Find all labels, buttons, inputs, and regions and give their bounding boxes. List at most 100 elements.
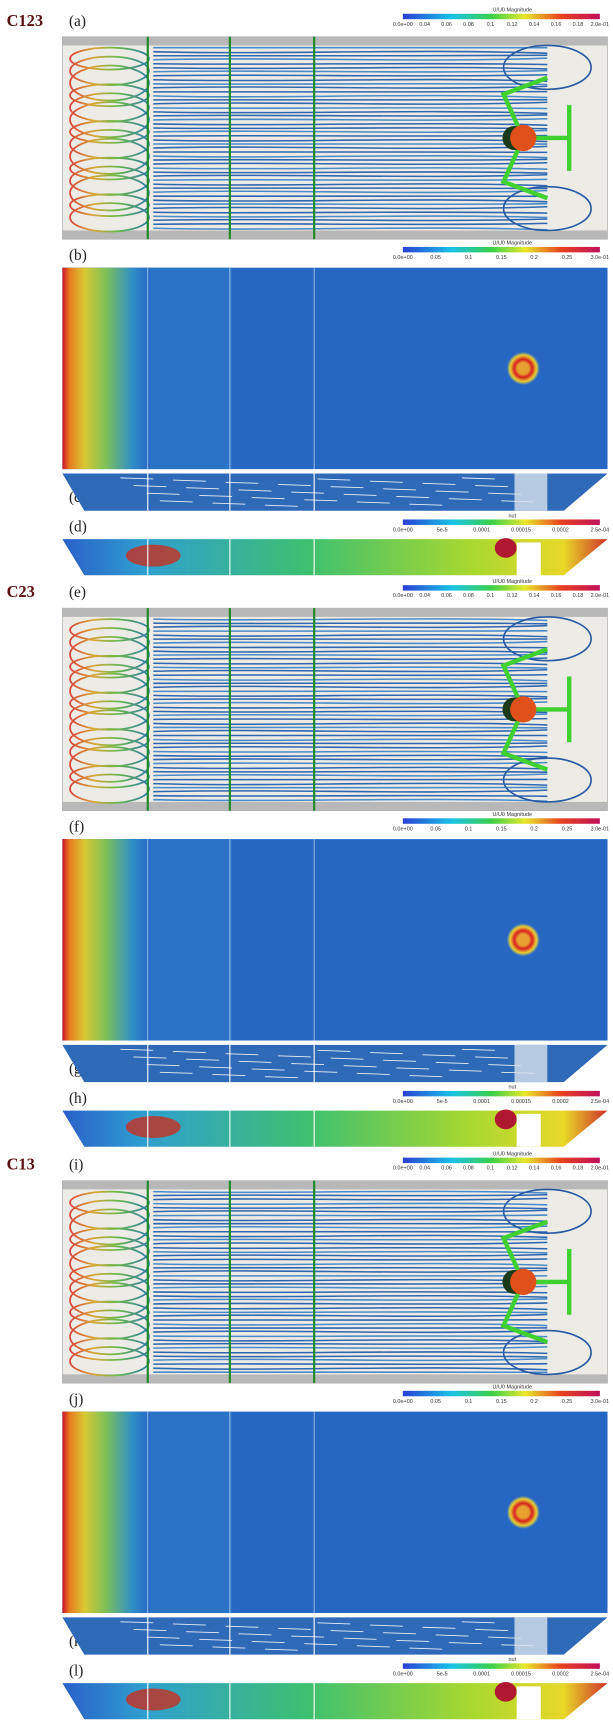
colorbar-tick-label: 0.0001: [473, 528, 490, 534]
colorbar-tick-label: 0.00015: [511, 1671, 531, 1677]
streamline: [153, 1292, 547, 1293]
colorbar-tick-label: 0.1: [465, 1399, 473, 1405]
streamline: [153, 223, 547, 224]
nut-peak: [126, 1689, 181, 1711]
colorbar-tick-label: 0.18: [573, 1166, 584, 1172]
streamline: [153, 763, 547, 764]
streamline: [153, 1336, 547, 1337]
streamline: [153, 135, 547, 136]
inlet-zone: [62, 1412, 150, 1613]
colorbar-tick-label: 0.0e+00: [393, 1399, 413, 1405]
aerator-ring: [507, 1496, 540, 1529]
colorbar-tick-label: 0.08: [463, 1166, 474, 1172]
inlet-zone: [62, 268, 150, 469]
colorbar-tick-label: 0.0002: [552, 1671, 569, 1677]
streamline: [153, 75, 547, 76]
streamline: [153, 675, 547, 676]
aerator-ring: [507, 923, 540, 956]
streamline: [153, 64, 547, 65]
colorbar-tick-label: 3.0e-01: [591, 255, 610, 261]
nut-peak: [495, 1109, 517, 1129]
streamline: [153, 159, 547, 160]
streamline: [153, 1356, 547, 1357]
colorbar-tick-label: 2.5e-04: [591, 1671, 610, 1677]
aerator-ring: [507, 352, 540, 385]
case-label: C123: [7, 11, 43, 30]
aerator: [510, 696, 536, 722]
colorbar-tick-label: 0.1: [487, 22, 495, 28]
colorbar-tick-label: 0.16: [551, 22, 562, 28]
colorbar: [403, 1663, 600, 1668]
nut-peak: [495, 1682, 517, 1702]
panel-label: (l): [69, 1662, 83, 1679]
colorbar-tick-label: 0.12: [507, 593, 518, 599]
mid-zone: [150, 268, 232, 469]
streamline: [153, 1312, 547, 1313]
streamline: [153, 654, 547, 655]
colorbar-tick-label: 0.25: [562, 1399, 573, 1405]
streamline: [153, 108, 547, 109]
colorbar-title: U/U0 Magnitude: [493, 812, 533, 818]
aerator-gap: [517, 1114, 541, 1147]
streamline: [153, 719, 547, 720]
streamline: [153, 1259, 547, 1260]
streamline: [153, 751, 547, 752]
colorbar: [403, 1091, 600, 1096]
nut-peak: [126, 545, 181, 567]
streamline: [153, 743, 547, 744]
colorbar-tick-label: 0.16: [551, 1166, 562, 1172]
aerator-gap: [517, 542, 541, 575]
colorbar-tick-label: 0.15: [496, 826, 507, 832]
colorbar-tick-label: 0.14: [529, 593, 540, 599]
streamline: [153, 1239, 547, 1240]
colorbar-tick-label: 0.15: [496, 1399, 507, 1405]
colorbar-title: U/U0 Magnitude: [493, 8, 533, 14]
colorbar-title: nut: [508, 1085, 516, 1091]
colorbar-tick-label: 0.08: [463, 22, 474, 28]
panel-label: (h): [69, 1090, 87, 1107]
colorbar-tick-label: 0.06: [441, 593, 452, 599]
colorbar: [403, 585, 600, 590]
streamline: [153, 84, 547, 85]
colorbar-tick-label: 0.2: [530, 1399, 538, 1405]
streamline: [153, 699, 547, 700]
colorbar-tick-label: 2.0e-01: [591, 1166, 610, 1172]
colorbar-tick-label: 0.18: [573, 22, 584, 28]
figure: C123 (a) U/U0 Magnitude 0.0e+00 0.04 0.06 0.08…: [0, 0, 613, 1722]
streamline: [153, 772, 547, 773]
colorbar-tick-label: 0.0001: [473, 1099, 490, 1105]
colorbar-tick-label: 0.06: [441, 1166, 452, 1172]
colorbar-title: U/U0 Magnitude: [493, 1385, 533, 1391]
colorbar: [403, 519, 600, 524]
colorbar-tick-label: 0.2: [530, 826, 538, 832]
colorbar: [403, 1158, 600, 1163]
colorbar-tick-label: 2.0e-01: [591, 593, 610, 599]
colorbar-tick-label: 0.14: [529, 22, 540, 28]
panel-label: (a): [69, 13, 86, 30]
mid-zone: [150, 839, 232, 1040]
wall: [62, 37, 607, 46]
colorbar-tick-label: 0.0001: [473, 1671, 490, 1677]
aerator-mesh: [514, 473, 547, 510]
colorbar-tick-label: 0.25: [562, 826, 573, 832]
panel-label: (d): [69, 519, 87, 536]
colorbar-tick-label: 0.06: [441, 22, 452, 28]
colorbar-title: nut: [508, 1657, 516, 1663]
colorbar-tick-label: 0.12: [507, 1166, 518, 1172]
colorbar-tick-label: 0.0e+00: [393, 826, 413, 832]
colorbar-tick-label: 0.0e+00: [393, 593, 413, 599]
aerator-mesh: [514, 1045, 547, 1082]
colorbar: [403, 14, 600, 19]
colorbar-tick-label: 0.25: [562, 255, 573, 261]
colorbar-tick-label: 0.0002: [552, 528, 569, 534]
colorbar-tick-label: 0.05: [430, 1399, 441, 1405]
nut-peak: [126, 1116, 181, 1138]
inlet-zone: [62, 839, 150, 1040]
streamline: [153, 1343, 547, 1344]
aerator-mesh: [514, 1617, 547, 1654]
wall: [62, 1374, 607, 1383]
colorbar-tick-label: 0.04: [419, 1166, 430, 1172]
colorbar: [403, 1391, 600, 1396]
